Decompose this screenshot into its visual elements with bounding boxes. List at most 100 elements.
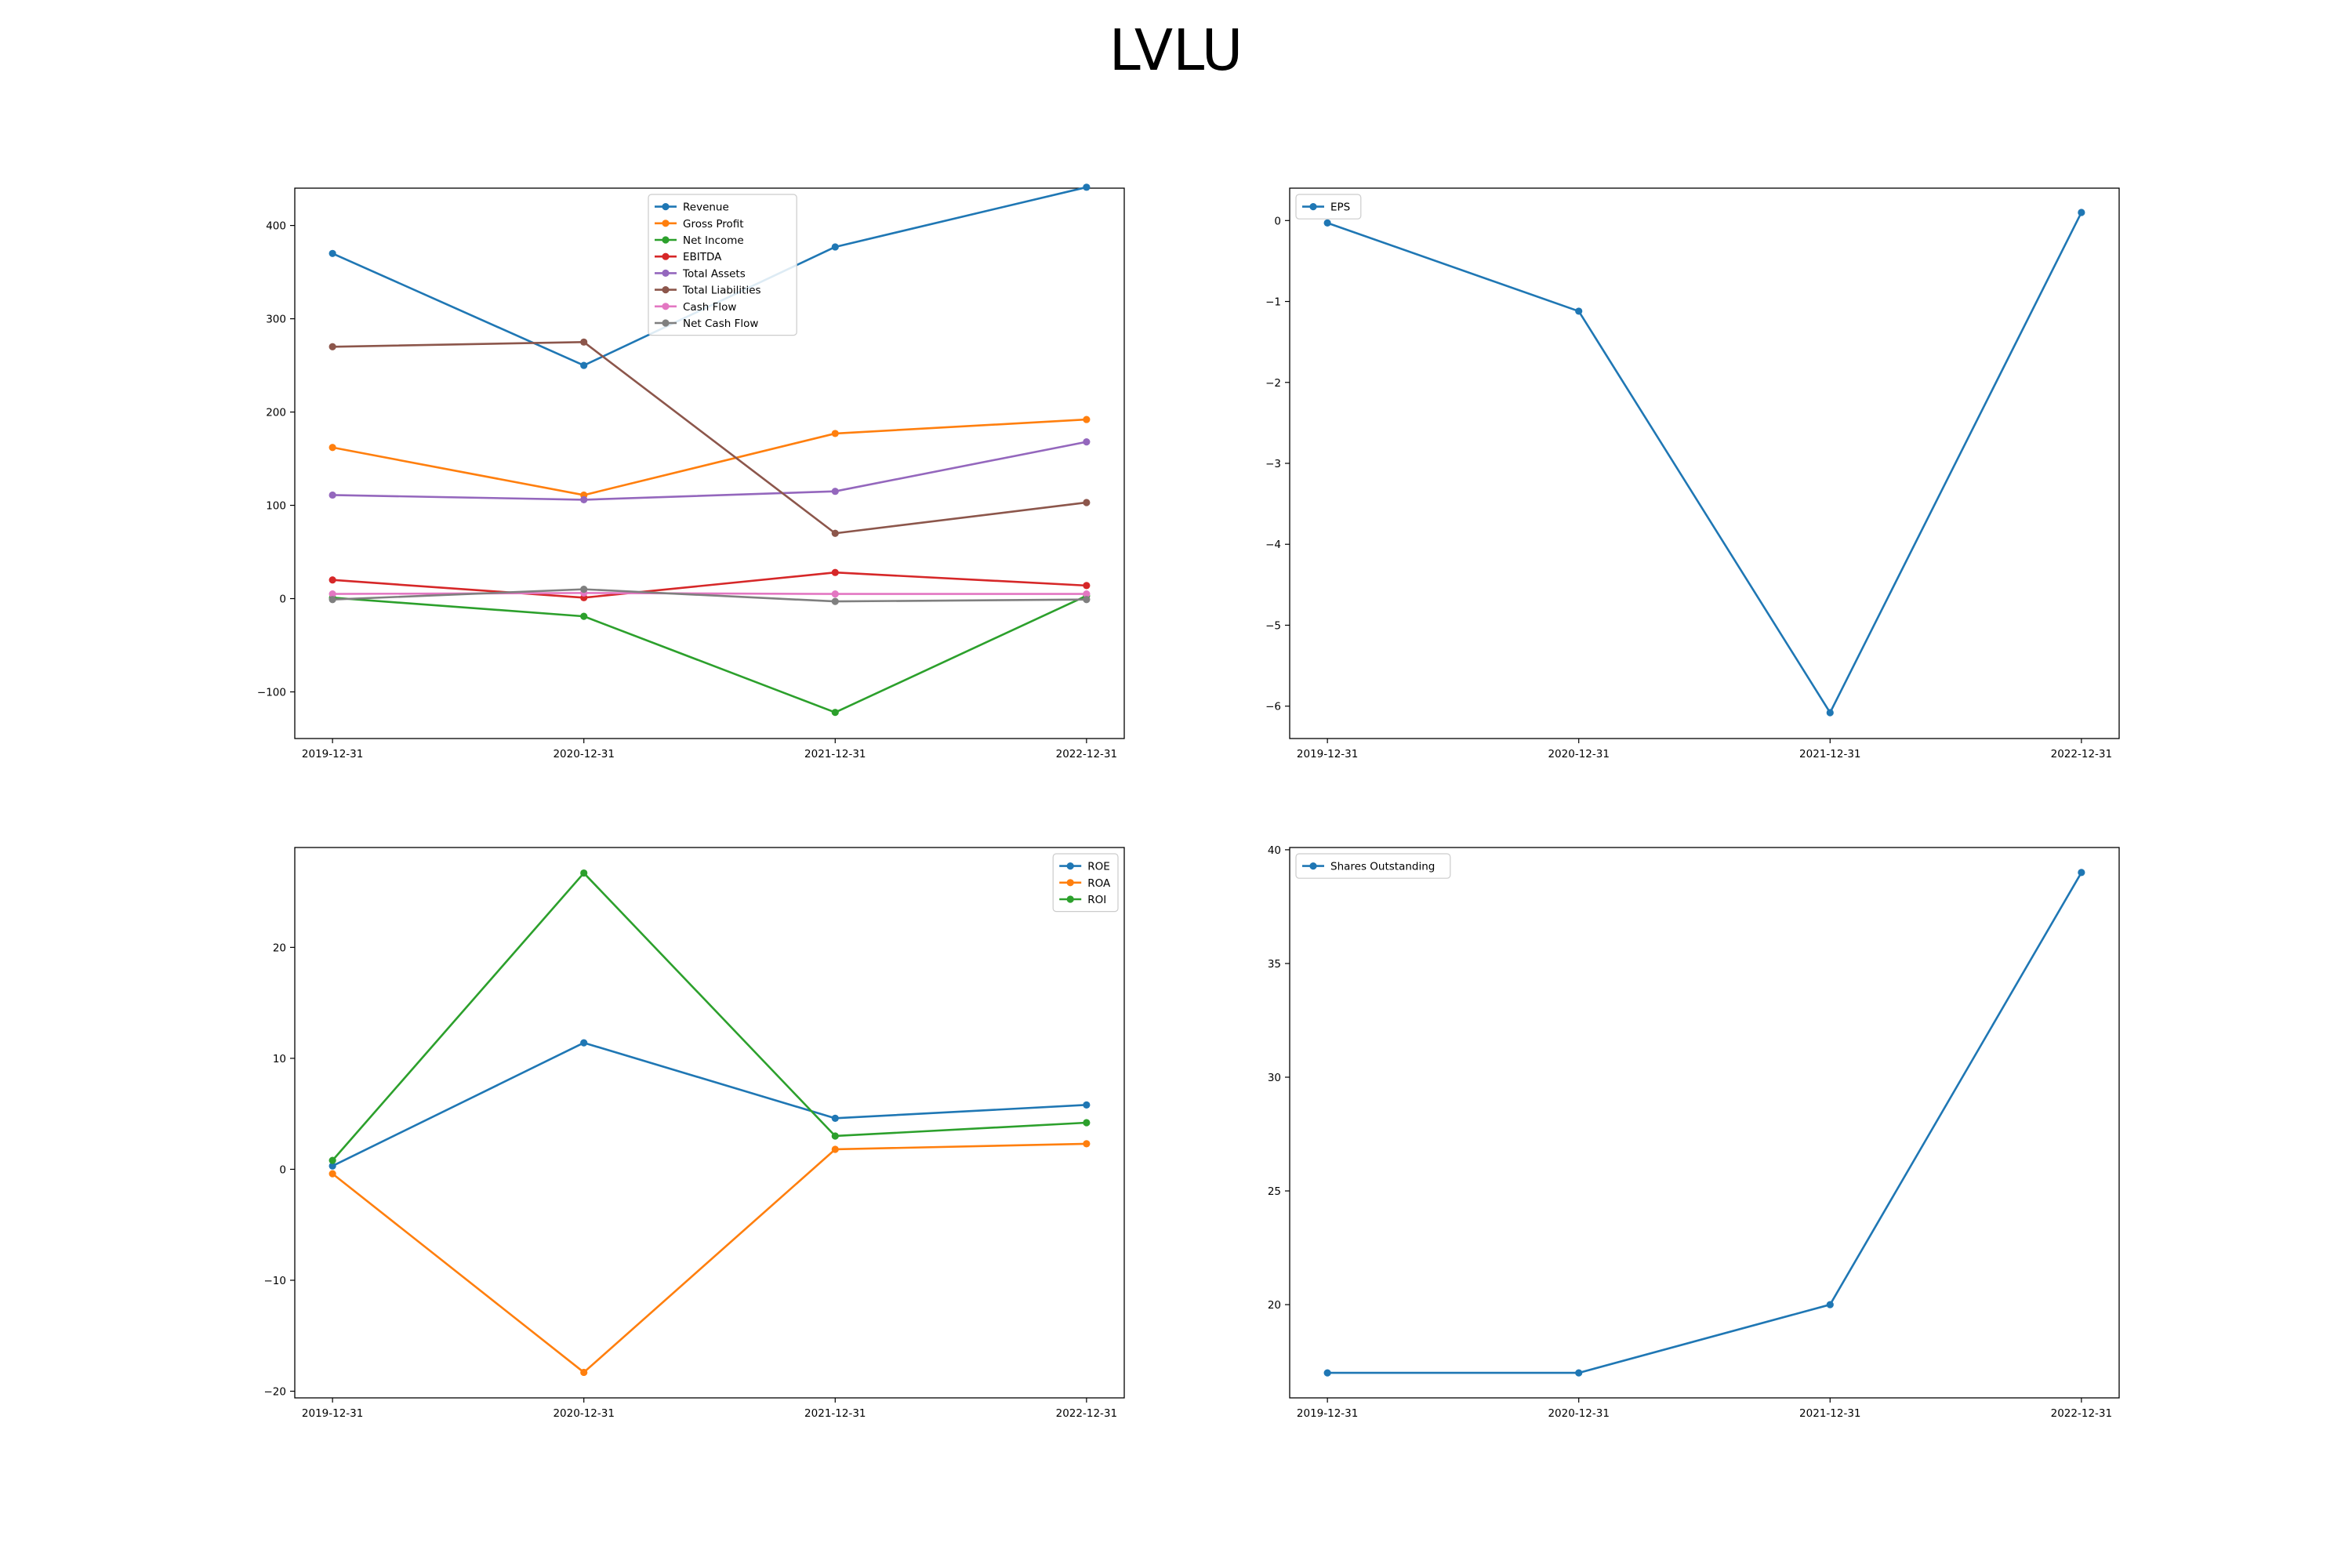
data-point-shares-outstanding — [1575, 1369, 1583, 1377]
legend-box — [1295, 853, 1451, 879]
series-line-net-cash-flow — [332, 588, 1087, 603]
x-tick-label: 2019-12-31 — [302, 1407, 363, 1420]
legend-label-roe: ROE — [1087, 861, 1110, 873]
y-tick-label: 35 — [1268, 958, 1281, 971]
figure-title: LVLU — [1109, 17, 1243, 83]
x-tick-label: 2021-12-31 — [804, 1407, 866, 1420]
x-tick-label: 2020-12-31 — [1548, 1407, 1609, 1420]
legend-marker-total-assets — [662, 269, 670, 277]
legend: EPS — [1295, 194, 1362, 220]
y-tick-label: 0 — [279, 1163, 286, 1176]
data-point-total-liabilities — [328, 343, 336, 350]
data-point-total-liabilities — [1083, 499, 1091, 506]
y-tick-label: 400 — [266, 220, 286, 233]
legend-label-shares-outstanding: Shares Outstanding — [1330, 861, 1435, 873]
y-tick-label: −5 — [1265, 619, 1281, 632]
data-point-roa — [831, 1145, 839, 1153]
y-tick-label: −6 — [1265, 701, 1281, 713]
y-tick-label: 20 — [1268, 1299, 1281, 1312]
y-tick-label: 300 — [266, 314, 286, 326]
legend-marker-roi — [1066, 895, 1074, 903]
data-point-gross-profit — [328, 444, 336, 452]
x-tick-label: 2020-12-31 — [553, 748, 614, 760]
legend-label-total-assets: Total Assets — [682, 267, 746, 280]
y-tick-label: 0 — [279, 593, 286, 606]
legend-marker-eps — [1309, 203, 1317, 211]
data-point-total-assets — [831, 488, 839, 495]
y-tick-label: 100 — [266, 500, 286, 513]
legend-label-ebitda: EBITDA — [683, 251, 722, 263]
legend-label-eps: EPS — [1330, 201, 1350, 214]
series-line-roe — [332, 1041, 1087, 1167]
legend-label-net-cash-flow: Net Cash Flow — [683, 318, 758, 330]
y-tick-label: 0 — [1274, 215, 1281, 227]
x-tick-label: 2022-12-31 — [1056, 1407, 1117, 1420]
subplot-eps: 2019-12-31 2020-12-31 2021-12-31 2022-12-31… — [1265, 187, 2120, 760]
data-point-net-income — [831, 709, 839, 717]
data-point-ebitda — [328, 576, 336, 584]
legend-label-roi: ROI — [1087, 894, 1106, 906]
data-point-eps — [2078, 209, 2085, 216]
y-tick-label: −100 — [257, 687, 286, 699]
data-point-total-assets — [1083, 438, 1091, 446]
data-point-ebitda — [1083, 582, 1091, 590]
legend-marker-net-income — [662, 236, 670, 244]
x-tick-label: 2019-12-31 — [302, 748, 363, 760]
data-point-gross-profit — [1083, 416, 1091, 423]
legend-marker-roe — [1066, 862, 1074, 870]
x-tick-label: 2019-12-31 — [1297, 748, 1358, 760]
legend-marker-shares-outstanding — [1309, 862, 1317, 870]
legend: ROE ROA ROI — [1052, 853, 1119, 913]
legend-marker-roa — [1066, 879, 1074, 887]
legend-label-cash-flow: Cash Flow — [683, 301, 736, 314]
legend-label-total-liabilities: Total Liabilities — [682, 285, 761, 297]
data-point-total-liabilities — [831, 529, 839, 537]
data-point-roe — [831, 1114, 839, 1122]
y-tick-label: −3 — [1265, 458, 1281, 470]
legend-marker-gross-profit — [662, 220, 670, 227]
axes-frame — [1289, 187, 2120, 739]
data-point-net-income — [580, 612, 588, 620]
subplot-financials: 2019-12-31 2020-12-31 2021-12-31 2022-12-31… — [257, 183, 1125, 760]
data-point-net-cash-flow — [580, 586, 588, 593]
series-line-total-assets — [332, 441, 1087, 501]
legend: Shares Outstanding — [1295, 853, 1451, 879]
data-point-gross-profit — [831, 430, 839, 437]
series-line-ebitda — [332, 571, 1087, 599]
data-point-roa — [1083, 1140, 1091, 1148]
series-line-eps — [1327, 212, 2083, 714]
y-tick-label: 30 — [1268, 1072, 1281, 1084]
data-point-shares-outstanding — [1826, 1301, 1834, 1308]
data-point-ebitda — [831, 568, 839, 576]
x-tick-label: 2021-12-31 — [1799, 1407, 1860, 1420]
y-tick-label: −4 — [1265, 539, 1281, 551]
x-tick-label: 2020-12-31 — [1548, 748, 1609, 760]
x-tick-label: 2021-12-31 — [1799, 748, 1860, 760]
y-tick-label: 200 — [266, 407, 286, 419]
data-point-shares-outstanding — [2078, 869, 2085, 877]
series-line-net-income — [332, 594, 1087, 713]
series-line-shares-outstanding — [1327, 872, 2082, 1374]
data-point-roe — [580, 1039, 588, 1047]
legend-marker-cash-flow — [662, 303, 670, 310]
data-point-revenue — [1083, 183, 1091, 191]
legend-marker-net-cash-flow — [662, 319, 670, 327]
data-point-net-cash-flow — [831, 597, 839, 605]
data-point-revenue — [580, 361, 588, 369]
legend-marker-ebitda — [662, 252, 670, 260]
legend-label-net-income: Net Income — [683, 234, 744, 247]
y-tick-label: −2 — [1265, 377, 1281, 390]
legend-marker-revenue — [662, 203, 670, 211]
data-point-roe — [328, 1162, 336, 1170]
series-line-gross-profit — [332, 418, 1087, 496]
data-point-cash-flow — [328, 590, 336, 598]
legend-label-gross-profit: Gross Profit — [683, 218, 744, 230]
data-point-roi — [831, 1132, 839, 1140]
data-point-roi — [580, 869, 588, 877]
data-point-roe — [1083, 1101, 1091, 1109]
legend-box — [1295, 194, 1362, 220]
data-point-roi — [1083, 1119, 1091, 1127]
data-point-cash-flow — [831, 590, 839, 598]
data-point-total-liabilities — [580, 338, 588, 346]
